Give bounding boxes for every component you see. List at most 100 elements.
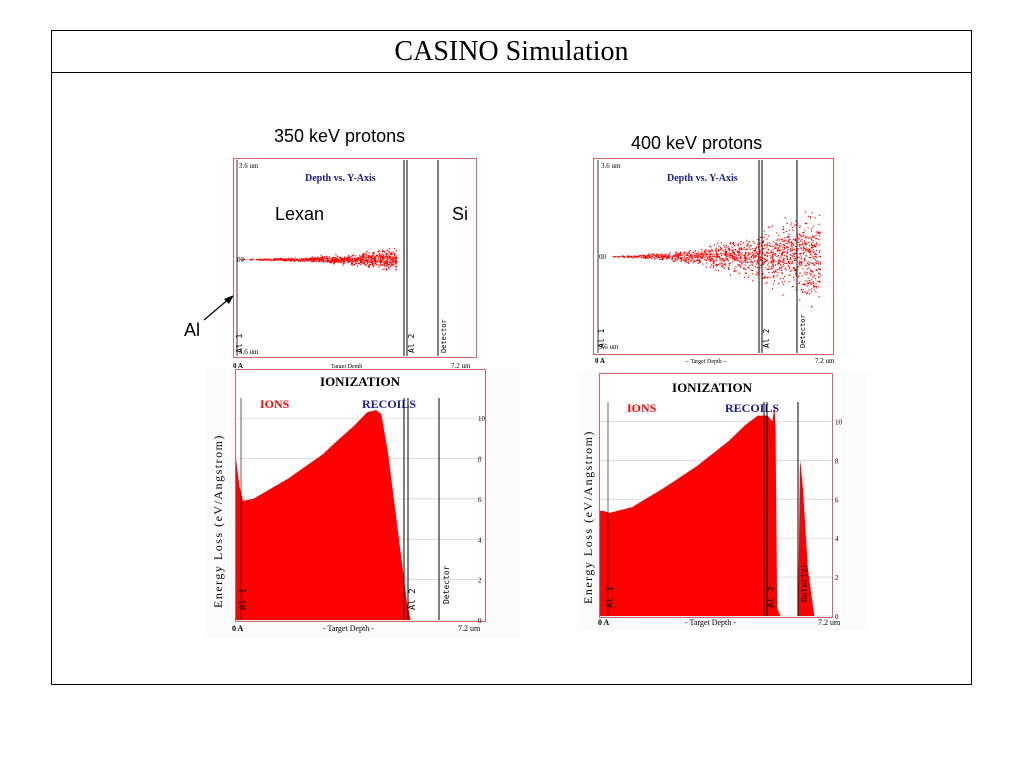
scatter-point bbox=[391, 252, 393, 254]
scatter-point bbox=[337, 256, 339, 258]
scatter-point bbox=[701, 252, 703, 255]
scatter-title: Depth vs. Y-Axis bbox=[305, 173, 376, 184]
scatter-point bbox=[692, 257, 694, 259]
scatter-point bbox=[299, 258, 301, 260]
scatter-point bbox=[740, 255, 742, 257]
scatter-point bbox=[371, 264, 373, 266]
scatter-point bbox=[329, 261, 331, 263]
scatter-point bbox=[697, 251, 699, 253]
scatter-point bbox=[747, 242, 749, 244]
scatter-point bbox=[618, 256, 621, 258]
scatter-point bbox=[786, 222, 788, 225]
scatter-point bbox=[796, 246, 798, 248]
scatter-point bbox=[738, 253, 740, 255]
scatter-point bbox=[805, 249, 807, 251]
scatter-point bbox=[815, 234, 817, 236]
scatter-point bbox=[726, 251, 728, 253]
scatter-point bbox=[766, 255, 768, 257]
scatter-point bbox=[756, 274, 758, 276]
scatter-point bbox=[810, 283, 812, 285]
scatter-point bbox=[735, 256, 737, 258]
scatter-point bbox=[788, 240, 790, 242]
scatter-point bbox=[302, 260, 304, 262]
scatter-point bbox=[804, 240, 806, 242]
scatter-point bbox=[802, 248, 805, 250]
scatter-point bbox=[628, 256, 630, 258]
scatter-point bbox=[789, 257, 791, 259]
y-bottom-label: 3.6 um bbox=[239, 348, 259, 356]
scatter-point bbox=[798, 275, 800, 277]
scatter-point bbox=[351, 255, 353, 257]
scatter-point bbox=[818, 235, 820, 237]
scatter-point bbox=[722, 266, 724, 268]
scatter-point bbox=[291, 260, 293, 262]
scatter-point bbox=[329, 260, 331, 263]
scatter-point bbox=[756, 252, 758, 254]
scatter-point bbox=[662, 255, 664, 257]
scatter-point bbox=[303, 260, 305, 262]
scatter-point bbox=[774, 254, 776, 256]
scatter-point bbox=[677, 257, 680, 260]
scatter-point bbox=[777, 263, 779, 265]
scatter-point bbox=[280, 258, 282, 260]
scatter-point bbox=[732, 243, 735, 245]
layer-label-al1: Al 1 bbox=[235, 334, 244, 353]
scatter-point bbox=[751, 273, 754, 275]
scatter-point bbox=[765, 259, 767, 261]
scatter-point bbox=[808, 263, 810, 265]
scatter-point bbox=[758, 246, 760, 248]
scatter-point bbox=[662, 258, 664, 261]
scatter-point bbox=[314, 257, 316, 259]
scatter-point bbox=[315, 258, 317, 260]
scatter-point bbox=[766, 277, 769, 279]
scatter-point bbox=[394, 260, 396, 263]
scatter-point bbox=[791, 243, 793, 245]
scatter-point bbox=[671, 256, 673, 258]
scatter-point bbox=[815, 238, 817, 240]
scatter-point bbox=[359, 255, 361, 257]
scatter-point bbox=[751, 248, 753, 250]
scatter-point bbox=[816, 249, 818, 251]
scatter-point bbox=[811, 244, 813, 246]
scatter-point bbox=[790, 222, 792, 224]
scatter-point bbox=[732, 242, 734, 244]
scatter-point bbox=[326, 259, 328, 261]
scatter-point bbox=[385, 252, 388, 254]
scatter-point bbox=[812, 282, 814, 284]
scatter-point bbox=[724, 264, 726, 266]
scatter-point bbox=[379, 255, 381, 258]
scatter-point bbox=[705, 251, 707, 253]
scatter-point bbox=[798, 238, 800, 240]
scatter-point bbox=[809, 293, 811, 295]
scatter-point bbox=[744, 256, 746, 259]
scatter-point bbox=[700, 254, 702, 256]
layer-label-detector: Detector bbox=[440, 319, 448, 353]
scatter-point bbox=[661, 256, 663, 258]
scatter-point bbox=[726, 258, 728, 260]
scatter-point bbox=[798, 241, 800, 244]
scatter-point bbox=[710, 246, 712, 248]
scatter-point bbox=[354, 259, 356, 261]
scatter-point bbox=[765, 261, 767, 263]
scatter-point bbox=[816, 237, 818, 240]
scatter-point bbox=[794, 238, 796, 240]
scatter-point bbox=[655, 255, 657, 257]
scatter-point bbox=[819, 256, 822, 258]
scatter-point bbox=[385, 253, 387, 255]
scatter-point bbox=[819, 273, 821, 275]
y-tick-label: 10 bbox=[478, 415, 486, 423]
scatter-point bbox=[314, 260, 316, 262]
scatter-point bbox=[700, 256, 702, 258]
scatter-point bbox=[732, 255, 734, 257]
scatter-point bbox=[795, 220, 797, 222]
scatter-point bbox=[783, 228, 785, 230]
scatter-point bbox=[325, 255, 327, 257]
scatter-point bbox=[722, 250, 724, 252]
scatter-point bbox=[780, 238, 782, 240]
scatter-point bbox=[789, 229, 791, 231]
scatter-point bbox=[817, 276, 820, 278]
scatter-point bbox=[818, 223, 820, 225]
scatter-point bbox=[765, 276, 767, 278]
scatter-point bbox=[810, 247, 812, 249]
scatter-point bbox=[781, 238, 783, 241]
